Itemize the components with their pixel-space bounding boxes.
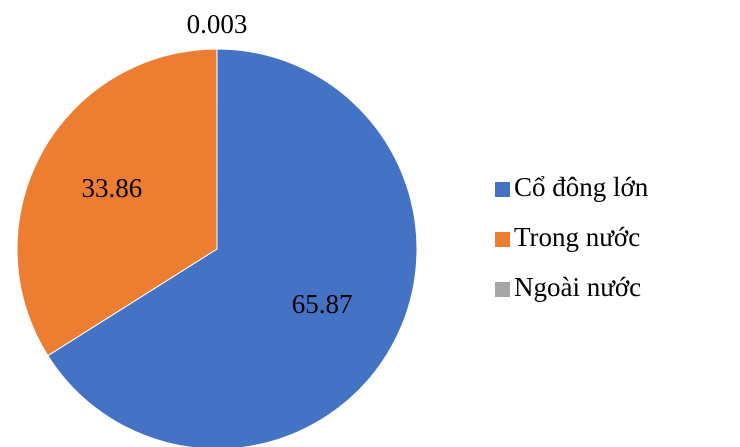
data-label: 65.87: [292, 289, 353, 319]
legend-label: Cổ đông lớn: [514, 172, 649, 202]
legend-swatch: [495, 182, 510, 197]
data-label: 0.003: [187, 9, 248, 39]
pie-slice: [16, 48, 218, 357]
legend-label: Trong nước: [514, 222, 640, 252]
legend-label: Ngoài nước: [514, 272, 641, 302]
legend-swatch: [495, 282, 510, 297]
legend-swatch: [495, 232, 510, 247]
data-label: 33.86: [82, 173, 143, 203]
pie-slice: [47, 48, 418, 447]
